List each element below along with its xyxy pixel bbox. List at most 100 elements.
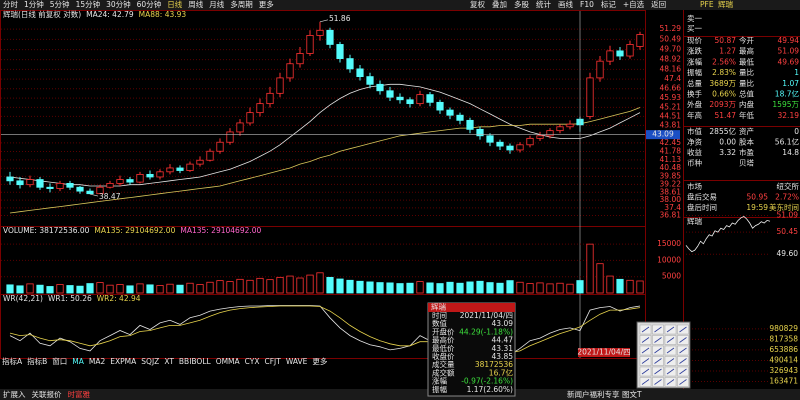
indicator-tab[interactable]: EXPMA xyxy=(110,357,137,366)
toolbar-item[interactable]: 返回 xyxy=(651,0,666,9)
y-tick-label: 38.61 xyxy=(660,187,682,196)
status-item[interactable]: 扩展入 xyxy=(3,389,26,399)
volume-bar xyxy=(146,284,154,294)
candle-body xyxy=(486,135,494,143)
toolbar-item[interactable]: 15分钟 xyxy=(76,0,101,9)
quote-value: 49.69 xyxy=(778,57,800,66)
mini-vol-tick: 326943 xyxy=(769,366,798,375)
order-label: 买一 xyxy=(687,24,702,33)
y-tick-label: 48.92 xyxy=(660,55,682,64)
toolbar-item[interactable]: 叠加 xyxy=(492,0,507,9)
popup-value: 43.09 xyxy=(492,319,514,328)
volume-bar xyxy=(346,279,354,294)
crosshair-label: 43.09 xyxy=(652,130,674,139)
tool-icon xyxy=(679,379,687,385)
y-tick-label: 48.16 xyxy=(660,64,682,73)
toolbar-item[interactable]: 5分钟 xyxy=(50,0,70,9)
volume-bar xyxy=(636,280,644,294)
quote-label: 量比 xyxy=(739,67,754,77)
tool-icon xyxy=(641,326,650,333)
volume-bar xyxy=(106,284,114,294)
toolbar-item[interactable]: 统计 xyxy=(536,0,551,9)
candle-body xyxy=(596,60,604,79)
toolbar-item[interactable]: 标记 xyxy=(601,0,616,9)
indicator-tab[interactable]: BBIBOLL xyxy=(179,357,212,366)
indicator-tab[interactable]: CYX xyxy=(245,357,260,366)
volume-bar xyxy=(6,284,14,294)
indicator-tab[interactable]: WAVE xyxy=(286,357,308,366)
toolbar-item[interactable]: 多股 xyxy=(514,0,529,9)
indicator-tab[interactable]: 更多 xyxy=(312,356,327,366)
legend-item: MA135: 29104692.00 xyxy=(94,226,175,235)
candle-body xyxy=(206,150,214,161)
status-item[interactable]: 图文T xyxy=(622,389,642,399)
quote-value: 49.94 xyxy=(778,36,800,45)
toolbar-item[interactable]: 30分钟 xyxy=(106,0,131,9)
tool-icon xyxy=(641,358,650,364)
quote-name: 辉瑞 xyxy=(718,0,733,9)
mini-tick-label: 51.09 xyxy=(777,210,799,219)
quote-symbol: PFE xyxy=(700,0,714,9)
quote-label: 最高 xyxy=(739,46,754,56)
toolbar-item[interactable]: 多周期 xyxy=(230,0,253,9)
toolbar-item[interactable]: 周线 xyxy=(188,0,203,9)
indicator-tab[interactable]: 窗口 xyxy=(52,356,67,366)
volume-bar xyxy=(116,284,124,294)
y-tick-label: 36.81 xyxy=(660,210,682,219)
volume-bar xyxy=(186,282,194,294)
toolbar-item[interactable]: 月线 xyxy=(209,0,224,9)
finance-value: 14.8 xyxy=(782,148,799,157)
toolbar-item[interactable]: F10 xyxy=(580,0,594,9)
volume-bar xyxy=(326,276,334,294)
y-tick-label: 45.21 xyxy=(660,102,682,111)
indicator-tab[interactable]: MA xyxy=(72,357,84,366)
volume-bar xyxy=(606,275,614,294)
popup-title: 辉瑞 xyxy=(431,302,446,312)
popup-label: 开盘价 xyxy=(432,326,455,336)
y-tick-label: 41.13 xyxy=(660,155,682,164)
indicator-tab[interactable]: MA2 xyxy=(89,357,106,366)
finance-label: 市盈 xyxy=(739,147,754,157)
market-label: 盘后交易 xyxy=(687,192,717,202)
indicator-tab[interactable]: 指标B xyxy=(27,356,47,366)
candle-body xyxy=(536,135,544,139)
toolbar-item[interactable]: 画线 xyxy=(558,0,573,9)
candle-body xyxy=(16,180,24,186)
candle-body xyxy=(106,183,114,188)
quote-label: 涨跌 xyxy=(687,46,702,56)
candle-body xyxy=(436,101,444,111)
candle-body xyxy=(636,34,644,47)
quote-label: 总量 xyxy=(687,78,702,88)
indicator-tab[interactable]: OMMA xyxy=(216,357,241,366)
volume-bar xyxy=(166,283,174,294)
toolbar-item[interactable]: 复权 xyxy=(470,0,485,9)
indicator-tab[interactable]: 指标A xyxy=(2,356,23,366)
volume-bar xyxy=(46,286,54,294)
toolbar-item[interactable]: 更多 xyxy=(259,0,274,9)
candle-body xyxy=(136,173,144,183)
indicator-tab[interactable]: CFJT xyxy=(265,357,282,366)
candle-body xyxy=(186,163,194,171)
toolbar-item[interactable]: 60分钟 xyxy=(137,0,162,9)
status-item[interactable]: 关联报价 xyxy=(32,389,62,399)
status-item[interactable]: 时富雅 xyxy=(68,389,91,399)
quote-value: 32.19 xyxy=(778,111,800,120)
toolbar-item[interactable]: 日线 xyxy=(167,0,182,9)
candle-body xyxy=(86,190,94,195)
quote-label: 涨幅 xyxy=(687,56,702,66)
indicator-tab[interactable]: XT xyxy=(164,357,174,366)
toolbar-item[interactable]: 分时 xyxy=(3,0,18,9)
volume-bar xyxy=(206,281,214,294)
candle-body xyxy=(476,128,484,137)
popup-value: 16.7亿 xyxy=(489,367,514,377)
indicator-tab[interactable]: SQJZ xyxy=(141,357,159,366)
status-item[interactable]: 新闻户福利专享 xyxy=(567,389,620,399)
toolbar-item[interactable]: 1分钟 xyxy=(24,0,44,9)
volume-bar xyxy=(366,281,374,294)
tool-icon xyxy=(666,326,675,333)
volume-bar xyxy=(316,272,324,294)
toolbar-item[interactable]: +自选 xyxy=(623,0,645,9)
candle-body xyxy=(116,179,124,184)
finance-value: 0.00 xyxy=(719,138,736,147)
candle-body xyxy=(236,122,244,133)
